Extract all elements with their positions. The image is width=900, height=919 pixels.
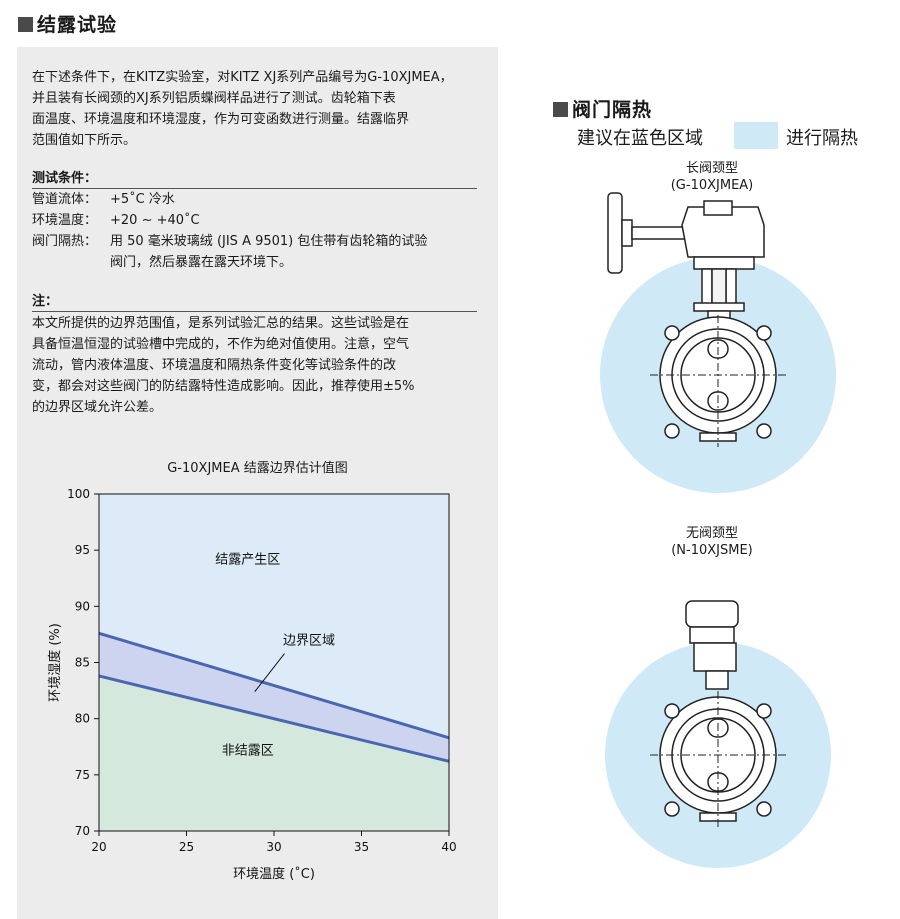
square-bullet-icon — [553, 102, 568, 117]
x-tick-label: 35 — [354, 840, 369, 854]
y-tick-label: 85 — [75, 656, 90, 670]
condition-row: 阀门隔热： 用 50 毫米玻璃绒 (JIS A 9501) 包住带有齿轮箱的试验 — [32, 231, 427, 252]
y-tick-label: 70 — [75, 824, 90, 838]
condensation-region — [99, 494, 449, 738]
notes-paragraph: 本文所提供的边界范围值，是系列试验汇总的结果。这些试验是在 具备恒温恒湿的试验槽… — [32, 313, 487, 418]
section-title-insulation: 阀门隔热 — [553, 95, 652, 122]
note-line: 流动，管内液体温度、环境温度和隔热条件变化等试验条件的改 — [32, 358, 397, 373]
notes-heading: 注： — [32, 290, 477, 312]
condition-key: 阀门隔热： — [32, 234, 98, 249]
valve1-code: (G-10XJMEA) — [670, 178, 754, 193]
condition-row: 阀门，然后暴露在露天环境下。 — [32, 252, 427, 273]
section-title-condensation-test: 结露试验 — [18, 10, 117, 37]
x-tick-label: 40 — [441, 840, 456, 854]
condition-row: 管道流体： +5˚C 冷水 — [32, 189, 427, 210]
condition-value: 阀门，然后暴露在露天环境下。 — [110, 255, 293, 270]
y-tick-label: 80 — [75, 712, 90, 726]
test-panel: 在下述条件下，在KITZ实验室，对KITZ XJ系列产品编号为G-10XJMEA… — [17, 47, 498, 919]
conditions-list: 管道流体： +5˚C 冷水 环境温度： +20 ~ +40˚C 阀门隔热： 用 50 … — [32, 189, 427, 273]
section-title-text: 阀门隔热 — [572, 99, 653, 121]
y-tick-label: 75 — [75, 768, 90, 782]
condition-key: 环境温度： — [32, 213, 98, 228]
valve2-code: (N-10XJSME) — [671, 543, 753, 558]
square-bullet-icon — [18, 17, 33, 32]
condensation-region-label: 结露产生区 — [215, 553, 280, 568]
boundary-leader-line — [254, 653, 285, 693]
condition-value: +5˚C 冷水 — [110, 192, 175, 207]
lower-boundary-line — [98, 674, 450, 763]
note-line: 具备恒温恒湿的试验槽中完成的，不作为绝对值使用。注意，空气 — [32, 337, 410, 352]
note-line: 的边界区域允许公差。 — [32, 400, 163, 415]
x-tick-label: 20 — [91, 840, 106, 854]
y-tick-label: 95 — [75, 543, 90, 557]
y-tick-label: 90 — [75, 599, 90, 613]
valve1-label: 长阀颈型 (G-10XJMEA) — [632, 160, 792, 194]
upper-boundary-line — [98, 631, 450, 740]
x-tick-label: 25 — [179, 840, 194, 854]
long-neck-valve-drawing — [600, 192, 836, 493]
section-title-text: 结露试验 — [37, 14, 118, 36]
intro-line: 范围值如下所示。 — [32, 133, 137, 148]
x-tick-label: 30 — [266, 840, 281, 854]
note-line: 变，都会对这些阀门的防结露特性造成影响。因此，推荐使用±5% — [32, 379, 415, 394]
valve2-name: 无阀颈型 — [685, 526, 738, 541]
condensation-chart: 70 75 80 85 90 95 100 20 25 30 35 40 环境温度 (˚C) 环境湿度 (… — [47, 487, 457, 882]
intro-line: 面温度、环境温度和环境湿度，作为可变函数进行测量。结露临界 — [32, 112, 410, 127]
condition-key: 管道流体： — [32, 192, 98, 207]
intro-line: 并且装有长阀颈的XJ系列铝质蝶阀样品进行了测试。齿轮箱下表 — [32, 91, 396, 106]
insulation-color-swatch — [734, 122, 778, 149]
condition-value: +20 ~ +40˚C — [110, 213, 200, 228]
insulation-advice-after: 进行隔热 — [786, 128, 858, 149]
valve1-name: 长阀颈型 — [685, 161, 738, 176]
boundary-region-label: 边界区域 — [283, 634, 335, 649]
note-line: 本文所提供的边界范围值，是系列试验汇总的结果。这些试验是在 — [32, 316, 410, 331]
x-axis-label: 环境温度 (˚C) — [233, 866, 315, 882]
valve2-label: 无阀颈型 (N-10XJSME) — [632, 525, 792, 559]
condition-row: 环境温度： +20 ~ +40˚C — [32, 210, 427, 231]
y-axis-label: 环境湿度 (%) — [47, 623, 63, 702]
intro-paragraph: 在下述条件下，在KITZ实验室，对KITZ XJ系列产品编号为G-10XJMEA… — [32, 67, 487, 151]
no-condensation-region-label: 非结露区 — [222, 744, 274, 759]
conditions-heading: 测试条件： — [32, 167, 477, 189]
intro-line: 在下述条件下，在KITZ实验室，对KITZ XJ系列产品编号为G-10XJMEA… — [32, 70, 453, 85]
boundary-region — [99, 633, 449, 762]
no-condensation-region — [99, 675, 449, 831]
insulation-advice-before: 建议在蓝色区域 — [577, 128, 703, 149]
y-tick-label: 100 — [67, 487, 90, 501]
no-neck-valve-drawing — [605, 600, 831, 868]
condition-value: 用 50 毫米玻璃绒 (JIS A 9501) 包住带有齿轮箱的试验 — [110, 234, 428, 249]
chart-title: G-10XJMEA 结露边界估计值图 — [167, 461, 348, 476]
